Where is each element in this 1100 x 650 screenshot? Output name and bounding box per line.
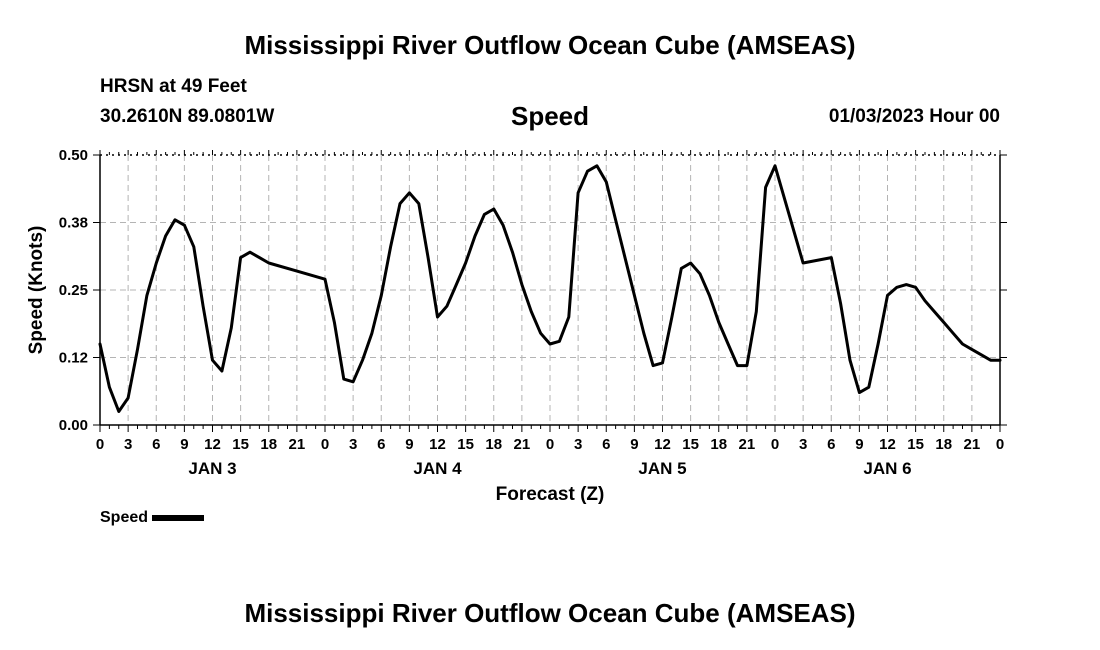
x-tick-label: 0 [996,436,1004,453]
axes [93,150,1007,432]
x-tick-label: 3 [799,436,807,453]
tick-labels: 0.00 0.12 0.25 0.38 0.50 0 3 6 9 12 15 18 21 0 3 6 9 12 15… [59,147,1004,478]
legend-label: Speed [100,509,149,526]
coordinates-label: 30.2610N 89.0801W [100,106,275,127]
station-label: HRSN at 49 Feet [100,76,247,97]
x-tick-label: 12 [204,436,221,453]
x-tick-label: 6 [602,436,610,453]
x-tick-label: 0 [546,436,554,453]
y-tick-label: 0.12 [59,350,88,367]
x-tick-label: 0 [771,436,779,453]
legend: Speed [100,509,205,527]
x-tick-label: 18 [260,436,277,453]
grid-lines [100,155,1000,425]
day-label: JAN 3 [188,459,236,478]
x-tick-label: 12 [429,436,446,453]
x-axis-label: Forecast (Z) [496,484,605,505]
x-tick-label: 3 [349,436,357,453]
y-tick-label: 0.00 [59,417,88,434]
legend-swatch-speed [152,515,205,521]
x-tick-label: 12 [879,436,896,453]
x-tick-label: 3 [574,436,582,453]
x-tick-label: 18 [935,436,952,453]
x-tick-label: 6 [377,436,385,453]
chart-title: Mississippi River Outflow Ocean Cube (AM… [244,30,856,60]
x-tick-label: 18 [710,436,727,453]
x-tick-label: 12 [654,436,671,453]
x-tick-label: 9 [855,436,863,453]
x-tick-label: 15 [682,436,699,453]
x-tick-label: 0 [96,436,104,453]
x-tick-label: 15 [232,436,249,453]
x-tick-label: 18 [485,436,502,453]
day-label: JAN 4 [413,459,462,478]
x-tick-label: 6 [827,436,835,453]
x-tick-label: 15 [457,436,474,453]
y-tick-label: 0.25 [59,282,88,299]
day-label: JAN 6 [863,459,911,478]
y-axis-label: Speed (Knots) [26,226,47,355]
x-tick-label: 9 [405,436,413,453]
day-label: JAN 5 [638,459,686,478]
series-layer [98,164,1002,413]
chart-subtitle: Speed [510,101,590,131]
x-tick-label: 21 [289,436,306,453]
x-tick-label: 9 [180,436,188,453]
x-tick-label: 21 [514,436,531,453]
x-tick-label: 15 [907,436,924,453]
x-tick-label: 21 [739,436,756,453]
series-line-speed [98,164,1002,413]
x-tick-label: 0 [321,436,329,453]
forecast-datetime: 01/03/2023 Hour 00 [828,106,1000,127]
x-tick-label: 21 [964,436,981,453]
x-tick-label: 6 [152,436,160,453]
y-tick-label: 0.38 [59,215,88,232]
x-tick-label: 9 [630,436,638,453]
footer-title: Mississippi River Outflow Ocean Cube (AM… [244,598,856,628]
y-tick-label: 0.50 [59,147,88,164]
x-tick-label: 3 [124,436,132,453]
